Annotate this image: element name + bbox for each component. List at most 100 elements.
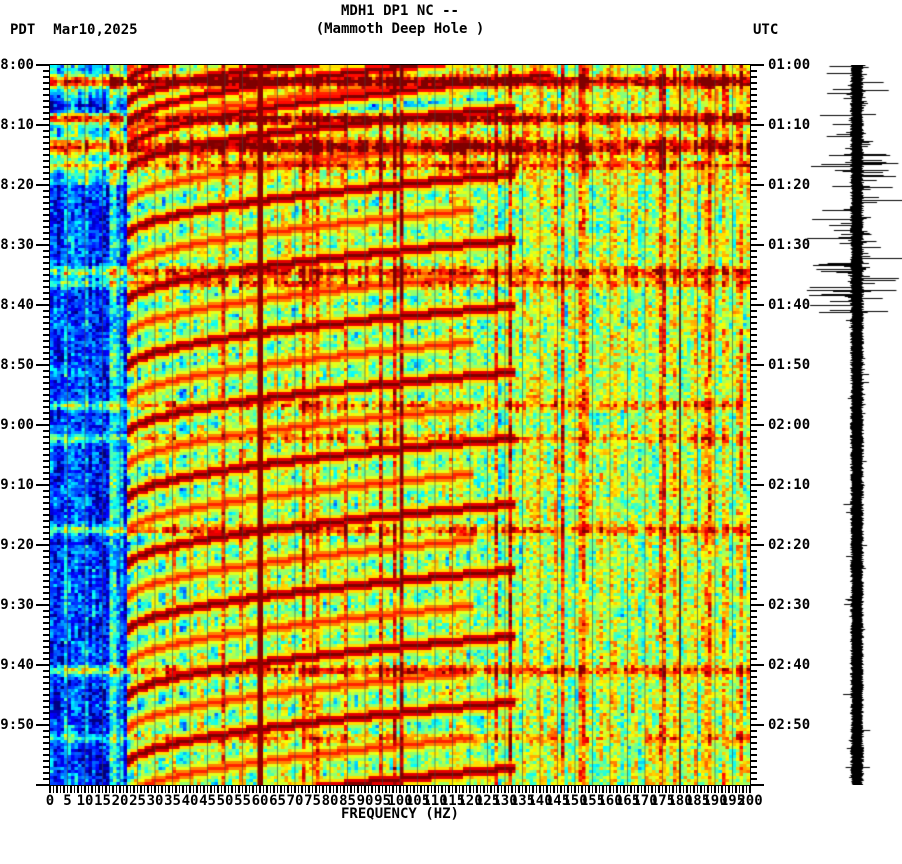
y-tick-left xyxy=(43,658,50,660)
x-tick xyxy=(423,786,426,793)
y-tick-right xyxy=(751,262,757,264)
y-tick-right xyxy=(751,460,757,462)
y-tick-right xyxy=(751,472,757,474)
x-tick xyxy=(94,786,97,793)
x-tick xyxy=(409,786,412,793)
x-tick-label: 65 xyxy=(269,793,286,809)
x-tick xyxy=(717,786,720,793)
y-tick-left xyxy=(43,256,50,258)
y-tick-left xyxy=(36,724,50,726)
x-tick xyxy=(493,786,496,793)
x-tick xyxy=(77,786,79,793)
x-tick xyxy=(703,786,706,793)
y-tick-right xyxy=(751,652,757,654)
x-tick xyxy=(196,786,198,793)
x-tick xyxy=(276,786,279,793)
x-tick xyxy=(325,786,328,793)
y-tick-left xyxy=(43,610,50,612)
y-tick-left xyxy=(43,118,50,120)
x-tick xyxy=(721,786,723,793)
x-tick xyxy=(52,786,55,793)
y-tick-left xyxy=(43,622,50,624)
x-tick xyxy=(535,786,538,793)
x-tick xyxy=(287,786,289,793)
y-tick-left xyxy=(36,424,50,426)
x-tick xyxy=(462,786,464,793)
x-tick-label: 165 xyxy=(614,793,641,809)
y-tick-left xyxy=(43,220,50,222)
y-tick-right xyxy=(751,436,757,438)
x-tick xyxy=(262,786,265,793)
y-tick-right xyxy=(751,694,757,696)
x-tick xyxy=(371,786,373,793)
y-tick-right xyxy=(751,772,757,774)
x-tick-label: 50 xyxy=(216,793,234,809)
y-tick-right xyxy=(751,154,757,156)
y-tick-left xyxy=(43,268,50,270)
y-tick-left xyxy=(36,604,50,606)
x-tick xyxy=(136,786,139,793)
x-tick xyxy=(455,786,457,793)
x-tick xyxy=(619,786,622,793)
y-tick-left xyxy=(43,262,50,264)
x-tick xyxy=(101,786,104,793)
y-tick-right xyxy=(751,736,757,738)
y-tick-right xyxy=(751,748,757,750)
y-tick-left xyxy=(43,442,50,444)
y-tick-left xyxy=(43,466,50,468)
y-tick-label-left: 18:20 xyxy=(0,177,34,193)
x-tick xyxy=(353,786,356,793)
x-tick xyxy=(602,786,604,793)
y-tick-left xyxy=(43,388,50,390)
y-tick-left xyxy=(43,634,50,636)
x-tick xyxy=(343,786,345,793)
y-tick-left xyxy=(43,640,50,642)
y-tick-left xyxy=(43,478,50,480)
y-tick-left xyxy=(43,646,50,648)
x-tick xyxy=(318,786,321,793)
y-tick-right xyxy=(751,220,757,222)
x-tick xyxy=(360,786,363,793)
y-tick-right xyxy=(751,754,757,756)
x-tick xyxy=(374,786,377,793)
x-tick-label: 150 xyxy=(562,793,588,809)
y-tick-right xyxy=(751,292,757,294)
y-tick-right xyxy=(751,298,757,300)
y-tick-label-right: 02:20 xyxy=(768,537,811,553)
y-tick-left xyxy=(43,196,50,198)
x-tick-label: 40 xyxy=(181,793,199,809)
x-tick xyxy=(511,786,513,793)
x-tick xyxy=(283,786,286,793)
y-tick-right xyxy=(751,412,757,414)
x-tick xyxy=(416,786,419,793)
x-tick xyxy=(472,786,475,793)
x-tick xyxy=(623,786,625,793)
y-tick-right xyxy=(751,538,757,540)
x-tick xyxy=(161,786,163,793)
y-tick-left xyxy=(43,352,50,354)
y-tick-left xyxy=(43,520,50,522)
x-tick-label: 110 xyxy=(422,793,448,809)
x-tick xyxy=(686,786,688,793)
y-tick-left xyxy=(43,340,50,342)
y-tick-right xyxy=(751,418,757,420)
y-tick-right xyxy=(751,688,757,690)
x-tick-label: 15 xyxy=(94,793,111,809)
x-tick xyxy=(192,786,195,793)
x-tick-label: 130 xyxy=(492,793,518,809)
x-tick xyxy=(479,786,482,793)
y-tick-right xyxy=(751,592,757,594)
x-tick xyxy=(119,786,121,793)
y-tick-label-left: 18:10 xyxy=(0,117,34,133)
x-tick xyxy=(679,786,681,793)
y-tick-left xyxy=(43,628,50,630)
x-tick xyxy=(308,786,310,793)
y-tick-right xyxy=(751,622,757,624)
y-tick-left xyxy=(43,538,50,540)
y-tick-left xyxy=(43,448,50,450)
y-tick-right xyxy=(751,244,764,246)
y-tick-right xyxy=(751,352,757,354)
y-tick-label-right: 02:10 xyxy=(768,477,811,493)
y-tick-left xyxy=(43,190,50,192)
y-tick-label-left: 18:50 xyxy=(0,357,34,373)
